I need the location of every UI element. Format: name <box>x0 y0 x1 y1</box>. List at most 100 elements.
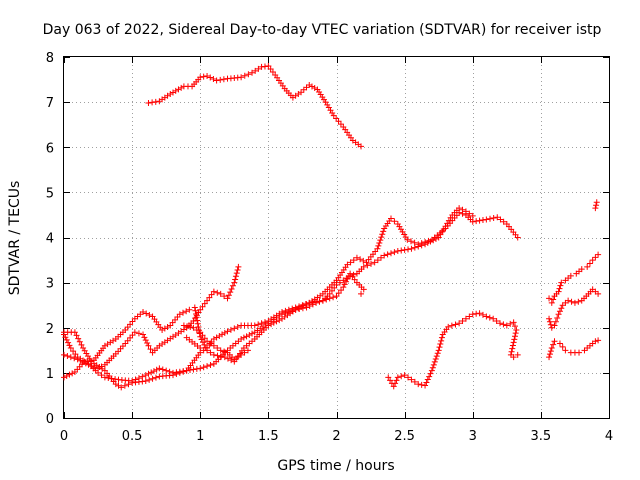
data-point <box>210 342 217 349</box>
data-point <box>344 276 351 283</box>
data-point <box>401 372 408 379</box>
data-point <box>121 382 128 389</box>
data-point <box>61 374 67 381</box>
data-point <box>176 311 183 318</box>
data-point <box>214 352 221 359</box>
data-point <box>180 368 187 375</box>
y-tick-label: 5 <box>46 186 54 201</box>
data-point <box>483 313 490 320</box>
data-point <box>459 317 466 324</box>
data-point <box>140 331 147 338</box>
data-point <box>319 297 326 304</box>
data-point <box>556 285 563 292</box>
data-point <box>227 326 234 333</box>
data-point <box>509 342 516 349</box>
data-point <box>595 251 602 258</box>
series-track-f <box>180 322 251 363</box>
data-point <box>146 311 153 318</box>
data-point <box>486 314 493 321</box>
data-point <box>187 323 194 330</box>
data-point <box>333 281 340 288</box>
data-point <box>197 329 204 336</box>
data-point <box>546 318 553 325</box>
data-point <box>508 348 515 355</box>
data-point <box>445 323 452 330</box>
data-point <box>562 347 569 354</box>
data-point <box>554 314 561 321</box>
data-point <box>388 215 394 222</box>
data-point <box>586 260 593 267</box>
data-point <box>576 349 583 356</box>
data-point <box>328 287 335 294</box>
data-point <box>398 247 405 254</box>
data-point <box>353 254 360 261</box>
data-point <box>135 330 142 337</box>
data-point <box>387 377 394 384</box>
data-point <box>546 354 553 361</box>
data-point <box>391 218 398 225</box>
data-point <box>423 379 430 386</box>
data-point <box>411 244 418 251</box>
data-point <box>145 370 152 377</box>
data-point <box>224 328 231 335</box>
data-point <box>170 369 176 376</box>
data-point <box>456 320 463 327</box>
data-point <box>199 339 206 346</box>
data-point <box>115 382 122 389</box>
data-point <box>204 72 211 79</box>
data-point <box>210 351 217 358</box>
data-point <box>452 321 459 328</box>
data-point <box>567 272 574 279</box>
data-point <box>490 315 497 322</box>
data-point <box>546 351 553 358</box>
data-point <box>347 270 354 277</box>
data-point <box>432 235 439 242</box>
y-tick-label: 8 <box>46 51 54 66</box>
axis-ticks <box>64 57 610 419</box>
data-point <box>377 237 384 244</box>
data-point <box>251 322 258 329</box>
y-tick-labels: 0 1 2 3 4 5 6 7 8 <box>46 51 54 427</box>
data-point <box>219 331 226 338</box>
series-track-b <box>61 209 521 391</box>
data-point <box>427 238 434 245</box>
data-point <box>217 76 224 83</box>
data-point <box>166 368 173 375</box>
data-point <box>405 246 412 253</box>
data-point <box>255 321 262 328</box>
data-point <box>139 373 146 380</box>
data-point <box>557 282 564 289</box>
data-point <box>207 349 214 356</box>
data-point <box>555 288 562 295</box>
data-point <box>289 307 296 314</box>
data-point <box>238 336 245 343</box>
data-point <box>428 367 435 374</box>
data-point <box>381 252 388 259</box>
data-point <box>118 384 125 391</box>
data-point <box>199 332 206 339</box>
data-point <box>408 376 415 383</box>
data-point <box>432 356 439 363</box>
data-point <box>228 357 235 364</box>
data-point <box>213 77 220 84</box>
data-point <box>246 331 253 338</box>
data-point <box>379 231 386 238</box>
data-point <box>430 361 437 368</box>
data-point <box>469 218 476 225</box>
data-point <box>131 329 138 336</box>
data-point <box>550 341 557 348</box>
data-point <box>548 299 555 306</box>
data-point <box>201 300 208 307</box>
data-point <box>476 217 483 224</box>
data-point <box>66 371 73 378</box>
data-point <box>405 374 412 381</box>
x-tick-label: 1.5 <box>258 429 279 444</box>
data-point <box>422 241 429 248</box>
data-point <box>378 254 385 261</box>
data-point <box>240 334 247 341</box>
data-point <box>433 353 440 360</box>
data-point <box>178 84 185 91</box>
data-point <box>595 290 602 297</box>
data-point <box>210 288 217 295</box>
